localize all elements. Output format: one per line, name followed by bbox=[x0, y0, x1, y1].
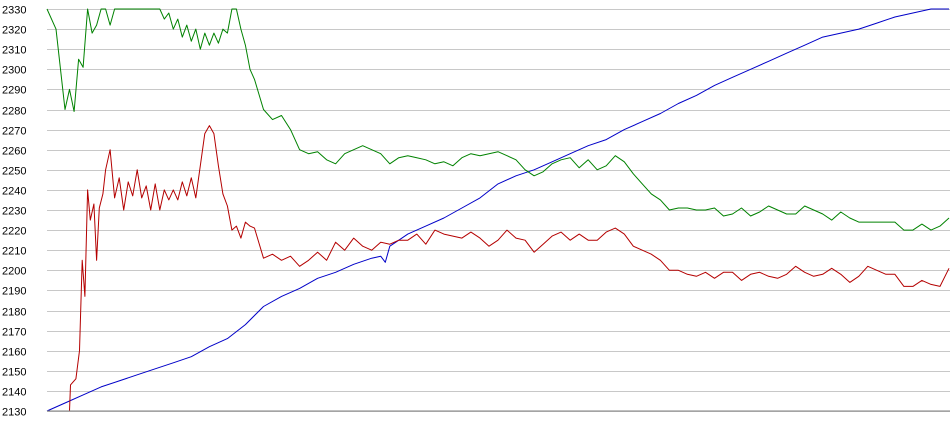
y-tick-label-8: 2210 bbox=[2, 246, 26, 258]
y-tick-label-10: 2230 bbox=[2, 206, 26, 218]
y-tick-label-18: 2310 bbox=[2, 45, 26, 57]
y-tick-label-0: 2130 bbox=[2, 407, 26, 419]
y-tick-label-9: 2220 bbox=[2, 226, 26, 238]
y-tick-label-2: 2150 bbox=[2, 367, 26, 379]
y-tick-label-13: 2260 bbox=[2, 146, 26, 158]
y-tick-label-16: 2290 bbox=[2, 85, 26, 97]
y-tick-label-12: 2250 bbox=[2, 166, 26, 178]
chart-series bbox=[46, 8, 950, 412]
y-tick-label-6: 2190 bbox=[2, 286, 26, 298]
y-tick-label-4: 2170 bbox=[2, 327, 26, 339]
y-tick-label-17: 2300 bbox=[2, 65, 26, 77]
y-tick-label-15: 2280 bbox=[2, 106, 26, 118]
series-line-1 bbox=[47, 125, 950, 412]
chart-gridlines bbox=[47, 9, 950, 412]
y-tick-label-1: 2140 bbox=[2, 387, 26, 399]
y-tick-label-20: 2330 bbox=[2, 5, 26, 17]
y-tick-label-7: 2200 bbox=[2, 266, 26, 278]
y-tick-label-11: 2240 bbox=[2, 186, 26, 198]
series-line-0 bbox=[46, 8, 949, 412]
y-tick-label-5: 2180 bbox=[2, 307, 26, 319]
y-axis-tick-labels: 2130 2140 2150 2160 2170 2180 2190 2200 2210 2220… bbox=[2, 5, 26, 419]
y-tick-label-3: 2160 bbox=[2, 347, 26, 359]
y-tick-label-14: 2270 bbox=[2, 126, 26, 138]
y-tick-label-19: 2320 bbox=[2, 25, 26, 37]
series-line-2 bbox=[46, 8, 950, 231]
